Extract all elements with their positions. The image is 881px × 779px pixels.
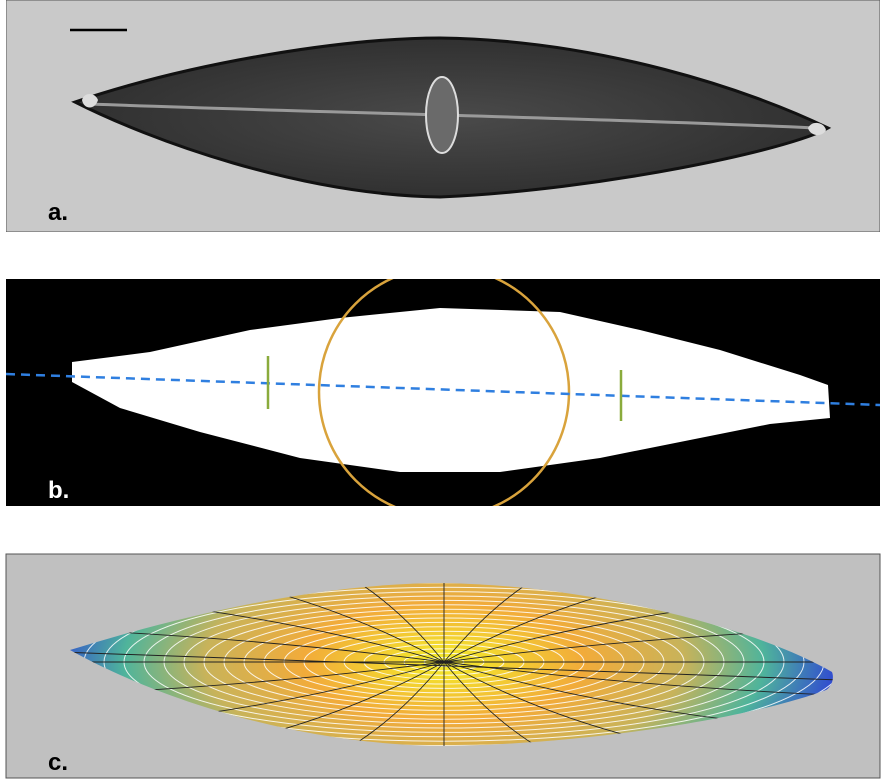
panel-a bbox=[6, 0, 880, 232]
panel-c bbox=[6, 552, 880, 778]
page: a. b. c. (() => { const data = JSON.pars… bbox=[0, 0, 881, 779]
panel-label: b. bbox=[48, 477, 69, 504]
central-nodule bbox=[426, 77, 458, 153]
panel-label: a. bbox=[48, 199, 68, 226]
figure: a. b. c. bbox=[0, 0, 881, 779]
panel-b bbox=[6, 267, 880, 517]
panel-label: c. bbox=[48, 749, 68, 776]
